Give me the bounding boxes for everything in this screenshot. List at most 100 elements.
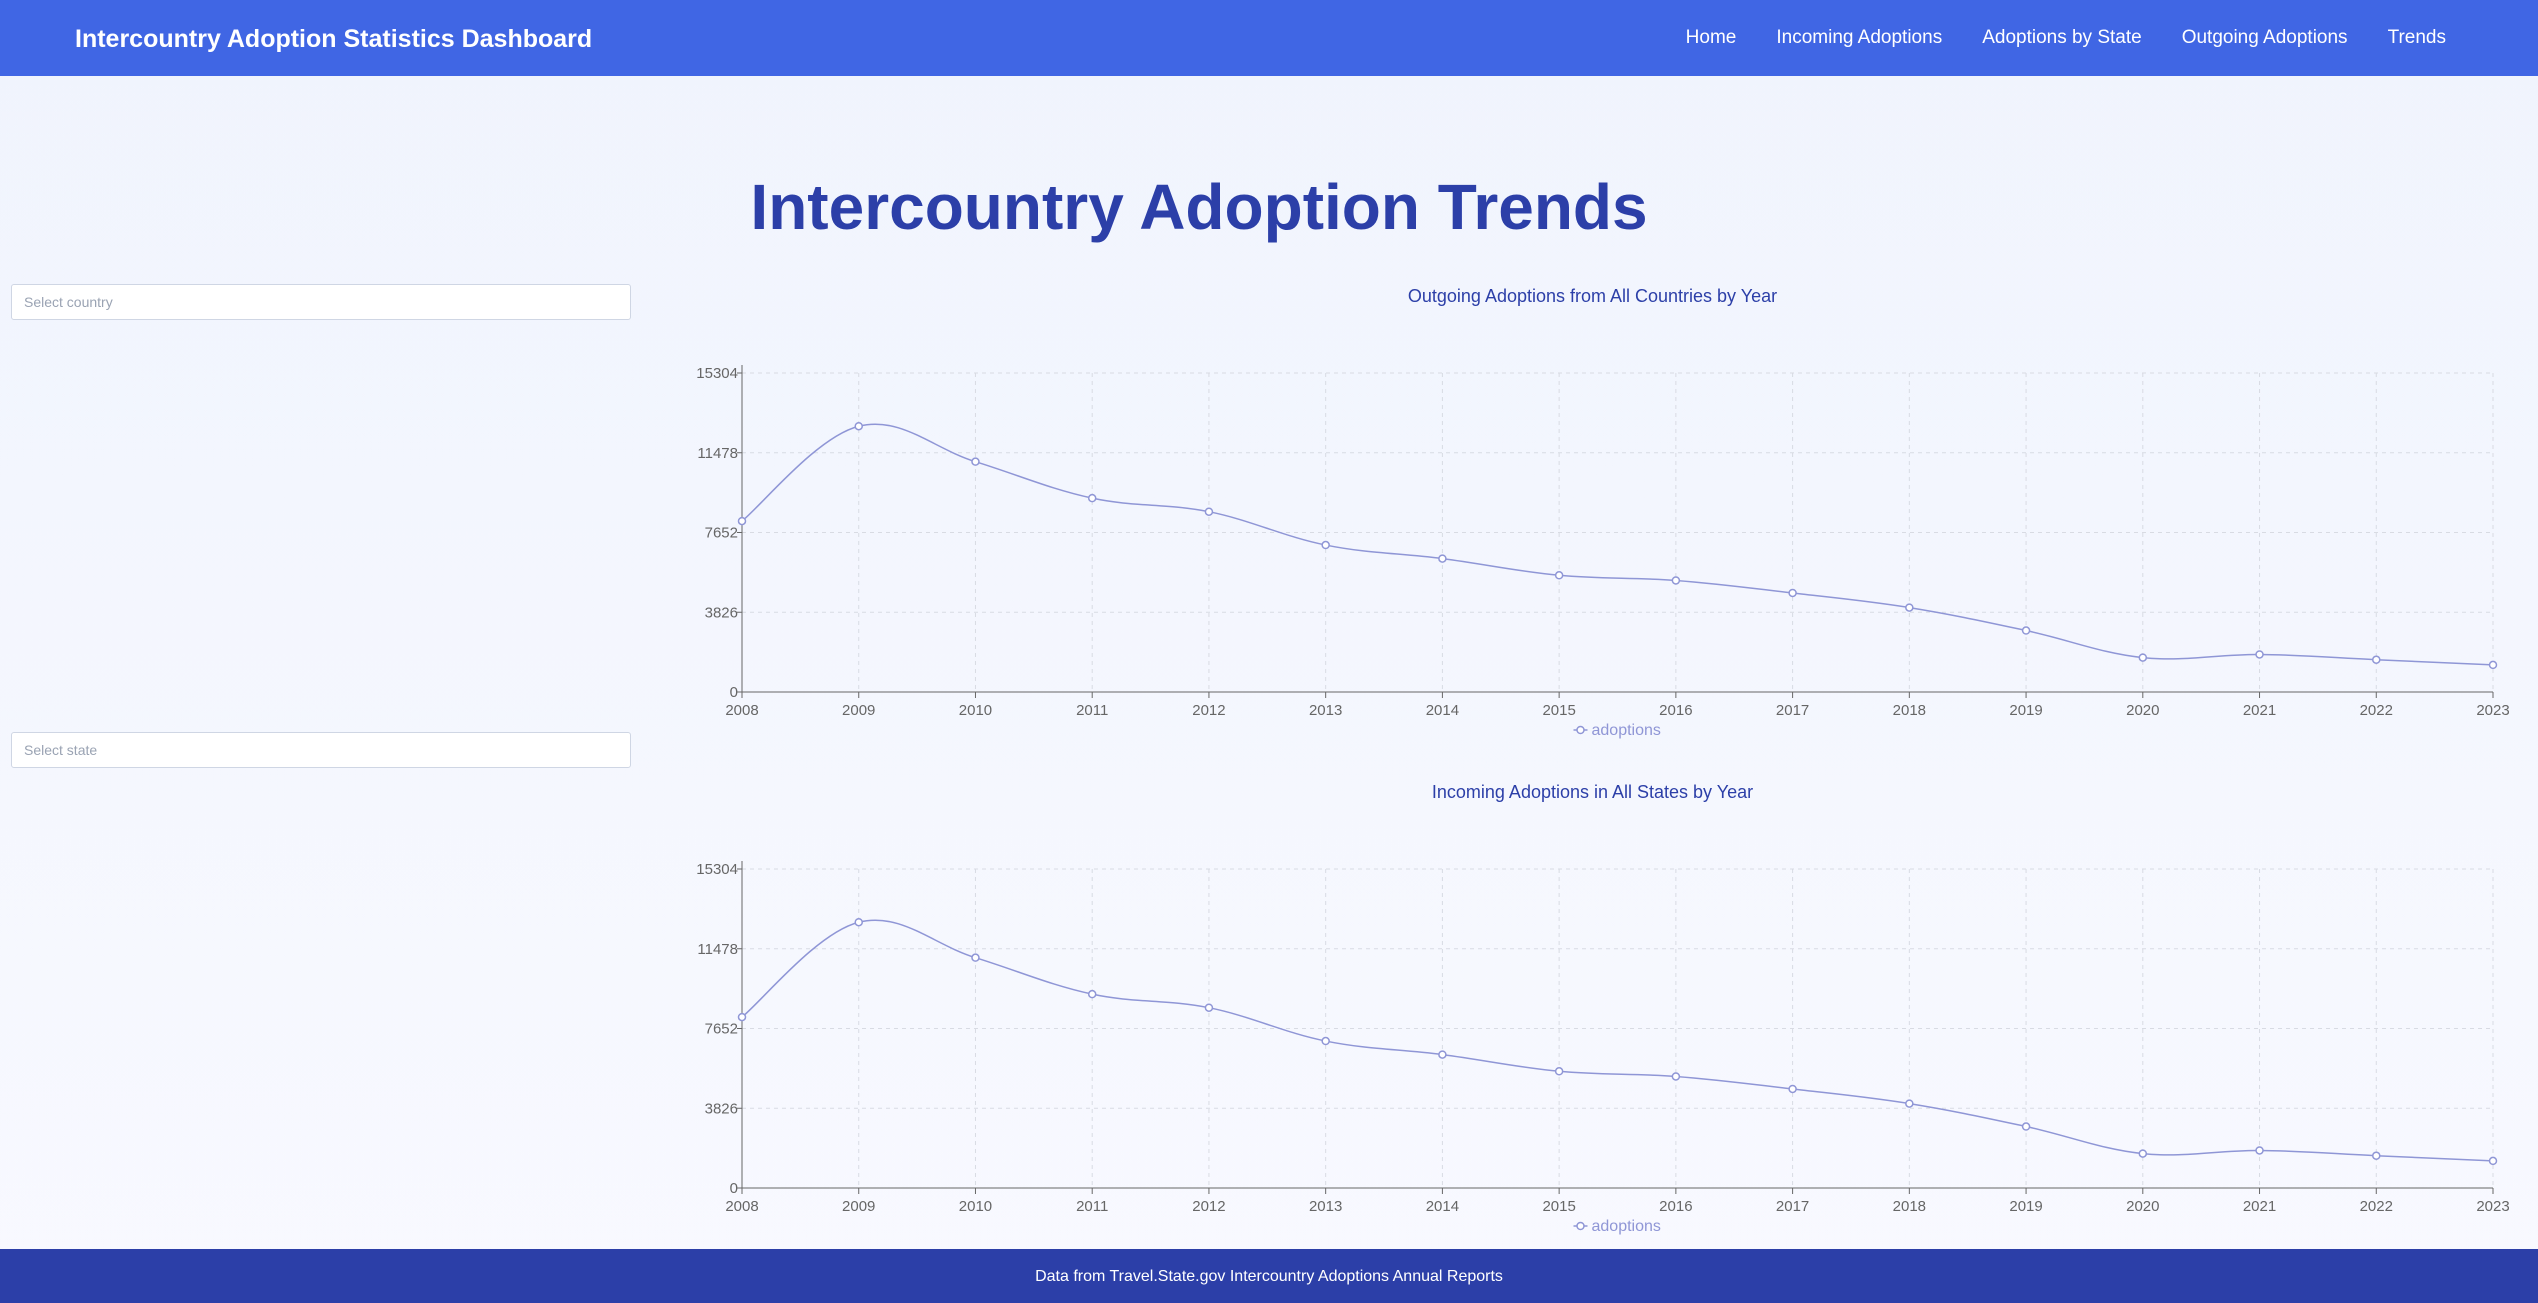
x-tick-label: 2013 <box>1309 702 1342 719</box>
page-title-text: Intercountry Adoption Trends <box>750 171 1648 243</box>
data-point <box>2488 660 2498 670</box>
data-point <box>2021 1122 2031 1131</box>
x-tick-label: 2014 <box>1426 1198 1459 1215</box>
y-tick-label: 11478 <box>697 445 738 462</box>
data-point <box>737 1012 747 1022</box>
data-point <box>2138 1149 2148 1158</box>
data-point <box>1788 1084 1797 1094</box>
data-point <box>2488 1156 2498 1166</box>
x-tick-label: 2017 <box>1776 702 1809 719</box>
x-tick-label: 2023 <box>2476 702 2509 719</box>
x-tick-label: 2015 <box>1542 702 1575 719</box>
y-tick-label: 7652 <box>705 1021 738 1038</box>
x-tick-label: 2022 <box>2360 702 2393 719</box>
y-tick-label: 0 <box>730 1180 738 1197</box>
x-tick-label: 2022 <box>2360 1198 2393 1215</box>
y-tick-label: 15304 <box>696 861 738 878</box>
data-point <box>2372 1151 2381 1160</box>
x-tick-label: 2011 <box>1076 702 1108 719</box>
app-title[interactable]: Intercountry Adoption Statistics Dashboa… <box>75 25 593 53</box>
data-point <box>1905 603 1914 612</box>
page-title: Intercountry Adoption Trends <box>0 170 2468 244</box>
x-tick-label: 2019 <box>2009 1198 2042 1215</box>
nav-home[interactable]: Home <box>1685 27 1737 48</box>
data-point <box>1554 1067 1564 1076</box>
outgoing-chart: Outgoing Adoptions from All Countries by… <box>690 286 2538 739</box>
data-point <box>1087 493 1097 503</box>
country-select[interactable]: Select country <box>11 284 631 320</box>
data-point <box>1438 1050 1447 1059</box>
y-tick-label: 11478 <box>697 941 738 958</box>
data-point <box>1671 576 1681 585</box>
legend-swatch-point <box>1576 1221 1585 1231</box>
data-point <box>854 421 863 431</box>
nav-outgoing-adoptions[interactable]: Outgoing Adoptions <box>2181 27 2348 48</box>
data-point <box>1671 1072 1681 1081</box>
x-tick-label: 2020 <box>2126 1198 2159 1215</box>
x-tick-label: 2012 <box>1192 1198 1225 1215</box>
incoming-chart: Incoming Adoptions in All States by Year… <box>690 782 2538 1235</box>
series-line <box>741 423 2494 666</box>
data-point <box>1554 571 1564 580</box>
chart-title: Outgoing Adoptions from All Countries by… <box>1407 286 1778 306</box>
data-point <box>971 457 980 466</box>
nav-incoming-adoptions[interactable]: Incoming Adoptions <box>1776 27 1943 48</box>
legend-swatch-point <box>1576 725 1585 735</box>
data-point <box>2021 626 2031 635</box>
x-tick-label: 2014 <box>1426 702 1459 719</box>
x-tick-label: 2016 <box>1659 1198 1692 1215</box>
x-tick-label: 2010 <box>959 702 992 719</box>
data-point <box>737 516 747 526</box>
x-tick-label: 2020 <box>2126 702 2159 719</box>
y-tick-label: 15304 <box>696 365 738 382</box>
y-tick-label: 3826 <box>705 604 738 621</box>
x-tick-label: 2019 <box>2009 702 2042 719</box>
x-tick-label: 2023 <box>2476 1198 2509 1215</box>
outgoing-line-chart: 0 3826 7652 11478 15304 2008 2009 2010 2011 2012 2… <box>696 365 2510 739</box>
y-tick-label: 7652 <box>705 525 738 542</box>
series-line <box>741 919 2494 1162</box>
data-point <box>2255 650 2264 659</box>
legend-label: adoptions <box>1592 722 1661 739</box>
x-tick-label: 2021 <box>2243 702 2276 719</box>
data-point <box>1204 507 1214 516</box>
data-point <box>2138 653 2148 662</box>
x-tick-label: 2009 <box>842 702 875 719</box>
nav-trends[interactable]: Trends <box>2387 27 2446 48</box>
y-tick-label: 3826 <box>705 1100 738 1117</box>
incoming-line-chart: 0 3826 7652 11478 15304 2008 2009 2010 2011 2012 2… <box>696 861 2510 1235</box>
data-point <box>854 917 863 927</box>
x-tick-label: 2008 <box>725 1198 758 1215</box>
data-point <box>2372 655 2381 664</box>
data-point <box>1321 1036 1330 1046</box>
x-tick-label: 2011 <box>1076 1198 1108 1215</box>
x-tick-label: 2010 <box>959 1198 992 1215</box>
nav-adoptions-by-state[interactable]: Adoptions by State <box>1982 27 2142 48</box>
state-select[interactable]: Select state <box>11 732 631 768</box>
x-tick-label: 2016 <box>1659 702 1692 719</box>
data-point <box>1438 554 1447 563</box>
main-nav: Home Incoming Adoptions Adoptions by Sta… <box>1686 0 2538 76</box>
top-navbar: Intercountry Adoption Statistics Dashboa… <box>0 0 2538 76</box>
y-tick-label: 0 <box>730 684 738 701</box>
state-select-placeholder: Select state <box>24 742 98 758</box>
data-point <box>1087 989 1097 999</box>
x-tick-label: 2018 <box>1893 702 1926 719</box>
x-tick-label: 2009 <box>842 1198 875 1215</box>
data-point <box>1788 588 1797 598</box>
legend-label: adoptions <box>1592 1218 1661 1235</box>
x-tick-label: 2015 <box>1542 1198 1575 1215</box>
footer: Data from Travel.State.gov Intercountry … <box>0 1249 2538 1303</box>
footer-text: Data from Travel.State.gov Intercountry … <box>1035 1268 1503 1285</box>
x-tick-label: 2017 <box>1776 1198 1809 1215</box>
country-select-placeholder: Select country <box>24 294 113 310</box>
x-tick-label: 2013 <box>1309 1198 1342 1215</box>
data-point <box>1321 540 1330 550</box>
data-point <box>1905 1099 1914 1108</box>
x-tick-label: 2018 <box>1893 1198 1926 1215</box>
data-point <box>971 953 980 962</box>
data-point <box>2255 1146 2264 1155</box>
x-tick-label: 2012 <box>1192 702 1225 719</box>
x-tick-label: 2008 <box>725 702 758 719</box>
chart-title: Incoming Adoptions in All States by Year <box>1431 782 1754 802</box>
